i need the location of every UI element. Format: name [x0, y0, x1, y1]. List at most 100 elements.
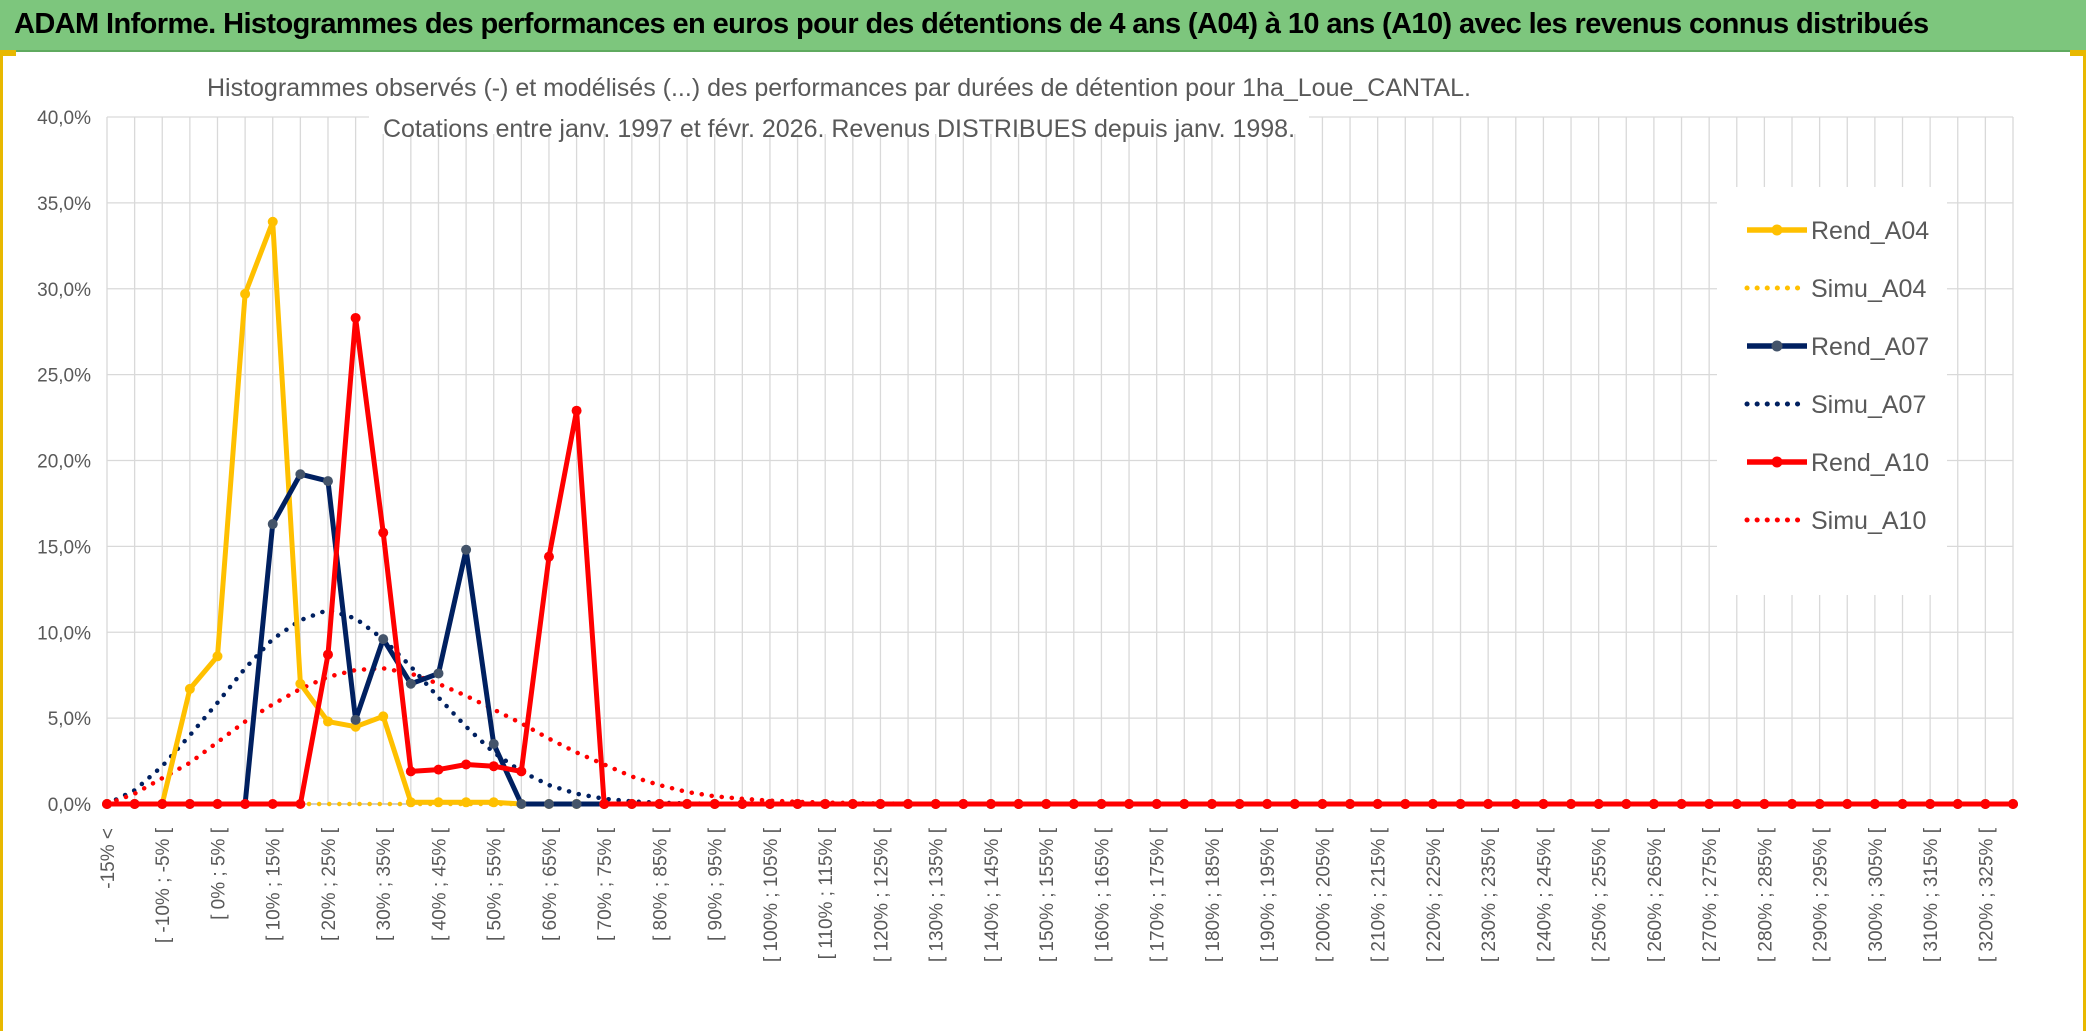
- data-point-rend_a10: [847, 799, 858, 809]
- data-point-rend_a10: [1317, 799, 1328, 809]
- data-point-rend_a10: [240, 799, 251, 809]
- data-point-rend_a10: [1262, 799, 1273, 809]
- data-point-rend_a10: [571, 405, 582, 416]
- data-point-rend_a10: [626, 799, 637, 809]
- data-point-rend_a07: [267, 519, 278, 530]
- data-point-rend_a04: [405, 797, 416, 808]
- data-point-rend_a10: [875, 799, 886, 809]
- legend-label: Rend_A04: [1811, 217, 1929, 245]
- data-point-rend_a04: [488, 797, 499, 808]
- x-tick-label: [ 210% ; 215% [: [1369, 827, 1390, 962]
- y-tick-label: 25,0%: [37, 366, 91, 387]
- x-tick-label: [ 60% ; 65% [: [540, 827, 561, 941]
- data-point-rend_a07: [350, 714, 361, 725]
- series-line-rend_a10: [107, 315, 2013, 807]
- y-tick-label: 40,0%: [37, 108, 91, 129]
- y-tick-label: 15,0%: [37, 537, 91, 558]
- data-point-rend_a10: [543, 551, 554, 562]
- x-tick-label: [ 170% ; 175% [: [1148, 827, 1169, 962]
- data-point-rend_a10: [1759, 799, 1770, 809]
- data-point-rend_a10: [654, 799, 665, 809]
- data-point-rend_a10: [1345, 799, 1356, 809]
- y-tick-label: 20,0%: [37, 452, 91, 473]
- x-tick-label: [ 320% ; 325% [: [1976, 827, 1997, 962]
- data-point-rend_a10: [599, 799, 610, 809]
- series-line-simu_a10: [104, 666, 2016, 807]
- report-header: ADAM Informe. Histogrammes des performan…: [0, 0, 2086, 52]
- data-point-rend_a10: [985, 799, 996, 809]
- data-point-rend_a07: [461, 544, 472, 555]
- data-point-rend_a04: [267, 216, 278, 227]
- x-tick-label: [ 190% ; 195% [: [1258, 827, 1279, 962]
- data-point-rend_a10: [212, 799, 223, 809]
- data-point-rend_a10: [1483, 799, 1494, 809]
- x-tick-label: [ 310% ; 315% [: [1921, 827, 1942, 962]
- x-tick-label: [ 0% ; 5% [: [208, 827, 229, 920]
- x-tick-label: [ 140% ; 145% [: [982, 827, 1003, 962]
- data-point-rend_a10: [350, 312, 361, 323]
- legend-background: [1717, 187, 1947, 595]
- data-point-rend_a10: [1455, 799, 1466, 809]
- x-tick-label: [ 80% ; 85% [: [650, 827, 671, 941]
- data-point-rend_a10: [820, 799, 831, 809]
- data-point-rend_a07: [433, 668, 444, 679]
- data-point-rend_a10: [1427, 799, 1438, 809]
- data-point-rend_a10: [488, 761, 499, 772]
- x-tick-label: [ 130% ; 135% [: [927, 827, 948, 962]
- data-point-rend_a10: [1980, 799, 1991, 809]
- data-point-rend_a07: [405, 678, 416, 689]
- data-point-rend_a10: [1593, 799, 1604, 809]
- data-point-rend_a04: [240, 288, 251, 299]
- data-point-rend_a07: [322, 476, 333, 487]
- legend-marker: [1771, 224, 1783, 236]
- data-point-rend_a10: [295, 799, 306, 809]
- data-point-rend_a10: [1124, 799, 1135, 809]
- data-point-rend_a10: [1510, 799, 1521, 809]
- data-point-rend_a04: [184, 683, 195, 694]
- data-point-rend_a10: [184, 799, 195, 809]
- data-point-rend_a07: [378, 634, 389, 645]
- data-point-rend_a10: [709, 799, 720, 809]
- data-point-rend_a10: [792, 799, 803, 809]
- x-tick-label: [ 280% ; 285% [: [1755, 827, 1776, 962]
- x-tick-label: [ 110% ; 115% [: [816, 827, 837, 959]
- data-point-rend_a10: [378, 527, 389, 538]
- data-point-rend_a10: [267, 799, 278, 809]
- data-point-rend_a04: [378, 711, 389, 722]
- histogram-chart: 0,0% 5,0% 10,0% 15,0% 20,0% 25,0% 30,0% 35,0% 40…: [37, 52, 2018, 962]
- data-point-rend_a10: [930, 799, 941, 809]
- x-tick-label: [ 120% ; 125% [: [871, 827, 892, 962]
- data-point-rend_a07: [488, 738, 499, 749]
- data-point-rend_a10: [1068, 799, 1079, 809]
- x-tick-label: [ 50% ; 55% [: [485, 827, 506, 941]
- data-point-rend_a10: [1621, 799, 1632, 809]
- legend-label: Rend_A07: [1811, 333, 1929, 361]
- y-tick-label: 0,0%: [48, 795, 91, 816]
- x-tick-label: [ 240% ; 245% [: [1534, 827, 1555, 962]
- data-point-rend_a10: [1400, 799, 1411, 809]
- data-point-rend_a10: [737, 799, 748, 809]
- data-point-rend_a10: [516, 766, 527, 777]
- x-tick-label: [ 200% ; 205% [: [1313, 827, 1334, 962]
- data-point-rend_a10: [102, 799, 112, 809]
- x-tick-label: [ 70% ; 75% [: [595, 827, 616, 941]
- data-point-rend_a10: [1952, 799, 1963, 809]
- data-point-rend_a07: [516, 799, 527, 809]
- x-tick-label: [ 100% ; 105% [: [761, 827, 782, 962]
- chart-frame: 0,0% 5,0% 10,0% 15,0% 20,0% 25,0% 30,0% 35,0% 40…: [0, 50, 2086, 1031]
- series-line-simu_a07: [104, 607, 2016, 807]
- data-point-rend_a10: [157, 799, 168, 809]
- frame-corner-right: [2070, 50, 2086, 56]
- data-point-rend_a10: [1041, 799, 1052, 809]
- x-tick-label: [ 40% ; 45% [: [429, 827, 450, 941]
- chart-title-line-2: Cotations entre janv. 1997 et févr. 2026…: [383, 115, 1295, 143]
- x-tick-label: [ 300% ; 305% [: [1866, 827, 1887, 962]
- data-point-rend_a04: [350, 721, 361, 732]
- data-point-rend_a10: [1869, 799, 1880, 809]
- x-tick-label: [ 260% ; 265% [: [1645, 827, 1666, 962]
- data-point-rend_a10: [682, 799, 693, 809]
- data-point-rend_a10: [129, 799, 140, 809]
- legend-label: Rend_A10: [1811, 449, 1929, 477]
- data-point-rend_a10: [1925, 799, 1936, 809]
- x-tick-label: [ 20% ; 25% [: [319, 827, 340, 941]
